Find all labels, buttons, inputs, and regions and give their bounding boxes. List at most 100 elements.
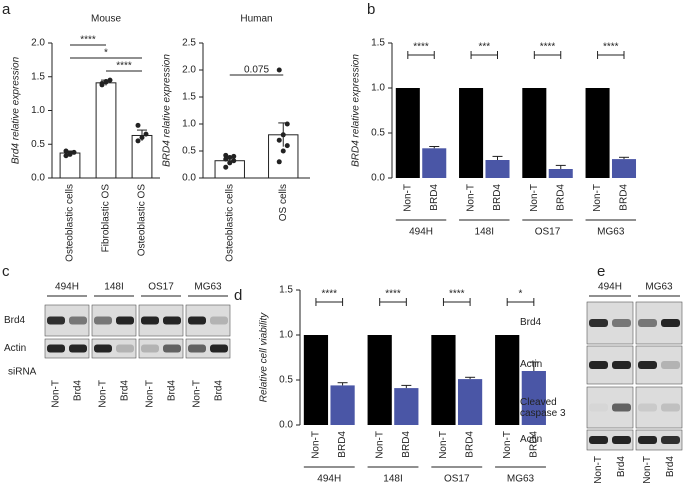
row-label: Actin (520, 359, 543, 370)
y-tick-label: 0.0 (279, 420, 293, 431)
data-point (284, 143, 290, 149)
data-point (71, 149, 77, 155)
x-tick-label: OS17 (444, 474, 470, 485)
lane-header: OS17 (148, 282, 174, 293)
row-label: Cleaved caspase 3 (520, 396, 566, 419)
lane-label: Non-T (51, 380, 62, 408)
blot-band (638, 361, 657, 369)
blot-band (589, 319, 608, 327)
x-tick-label: Osteoblastic cells (65, 184, 76, 262)
data-point (67, 150, 73, 156)
annotation: 0.075 (244, 65, 269, 76)
y-tick-label: 1.0 (31, 105, 45, 116)
y-tick-label: 1.5 (31, 71, 45, 82)
panel-label: a (2, 1, 11, 18)
data-point (63, 148, 69, 154)
data-point (231, 158, 237, 164)
blot-band (163, 344, 181, 353)
bar (422, 148, 447, 178)
blot-band (612, 436, 631, 444)
x-tick-label: Fibroblastic OS (101, 184, 112, 253)
x-tick-label: Osteoblastic cells (224, 184, 235, 262)
lane-label: Non-T (593, 456, 604, 484)
legend-label: Non-T (438, 431, 449, 459)
x-tick-label: 494H (409, 227, 433, 238)
blot-band (69, 316, 87, 325)
blot-band (612, 361, 631, 369)
lane-header: 494H (598, 282, 622, 293)
blot-band (661, 361, 680, 369)
blot-band (589, 404, 608, 412)
blot-band (94, 316, 112, 325)
bar (330, 385, 355, 425)
bar (459, 88, 484, 178)
lane-label: Non-T (642, 456, 653, 484)
data-point (280, 132, 286, 138)
y-tick-label: 1.0 (371, 83, 385, 94)
lane-header: MG63 (645, 282, 673, 293)
y-tick-label: 2.0 (182, 65, 196, 76)
blot-band (116, 316, 134, 325)
data-point (223, 152, 229, 158)
y-axis-label: BRD4 relative expression (351, 54, 362, 167)
data-point (143, 131, 149, 137)
blot-cell (586, 429, 634, 451)
lane-header: 494H (55, 282, 79, 293)
lane-label: Brd4 (665, 456, 676, 478)
data-point (280, 148, 286, 154)
blot-band (661, 319, 680, 327)
bar (522, 88, 547, 178)
lane-label: Brd4 (214, 380, 225, 402)
blot-band (141, 316, 159, 325)
legend-label: Non-T (502, 431, 513, 459)
significance: **** (385, 289, 401, 300)
blot-band (47, 316, 65, 325)
blot-cell (91, 338, 137, 359)
panel-label: d (234, 287, 242, 304)
legend-label: Non-T (592, 184, 603, 212)
blot-band (47, 344, 65, 353)
legend-label: BRD4 (337, 431, 348, 458)
blot-band (69, 344, 87, 353)
lane-label: Brd4 (167, 380, 178, 402)
y-axis-label: BRD4 relative expression (162, 54, 173, 167)
footer-label: siRNA (8, 367, 37, 378)
legend-label: Non-T (529, 184, 540, 212)
blot-band (188, 316, 206, 325)
blot-cell (185, 338, 231, 359)
blot-band (589, 436, 608, 444)
bar (548, 169, 573, 178)
legend-label: Non-T (311, 431, 322, 459)
panel-label: c (2, 263, 10, 280)
lane-header: MG63 (194, 282, 222, 293)
y-tick-label: 0.5 (182, 146, 196, 157)
y-tick-label: 1.5 (182, 92, 196, 103)
data-point (135, 122, 141, 128)
lane-label: Brd4 (616, 456, 627, 478)
data-point (227, 160, 233, 166)
blot-band (94, 344, 112, 353)
y-axis-label: Brd4 relative expression (11, 56, 22, 164)
data-point (63, 153, 69, 159)
y-tick-label: 1.0 (182, 119, 196, 130)
lane-label: Non-T (145, 380, 156, 408)
bar (95, 82, 117, 179)
blot-band (638, 436, 657, 444)
y-tick-label: 1.5 (279, 285, 293, 296)
data-point (135, 138, 141, 144)
data-point (284, 121, 290, 127)
x-tick-label: OS cells (278, 184, 289, 221)
x-tick-label: MG63 (597, 227, 625, 238)
data-point (276, 137, 282, 143)
significance: **** (321, 289, 337, 300)
y-tick-label: 1.0 (279, 330, 293, 341)
blot-band (589, 361, 608, 369)
x-tick-label: Osteoblastic OS (137, 184, 148, 257)
lane-label: Brd4 (73, 380, 84, 402)
x-tick-label: 494H (317, 474, 341, 485)
x-tick-label: 148I (383, 474, 402, 485)
significance: * (519, 289, 523, 300)
y-tick-label: 0.5 (31, 139, 45, 150)
y-tick-label: 2.0 (31, 38, 45, 49)
blot-band (638, 403, 657, 412)
